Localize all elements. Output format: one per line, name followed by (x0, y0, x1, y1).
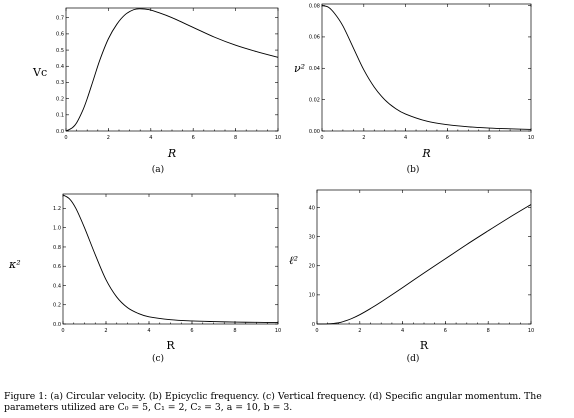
y-tick-label: 0 (312, 322, 315, 328)
y-tick-label: 0.7 (56, 16, 64, 22)
caption-line-1: Figure 1: (a) Circular velocity. (b) Epi… (4, 391, 542, 402)
y-tick-label: 0.4 (56, 64, 64, 70)
x-tick-label: 8 (233, 328, 236, 334)
plot-frame (321, 3, 532, 132)
x-axis-label: R (167, 147, 176, 160)
x-tick-label: 10 (528, 328, 534, 334)
series-line (65, 8, 279, 132)
subfigure-label-b: (b) (406, 165, 420, 175)
x-tick-label: 10 (275, 135, 281, 141)
x-tick-label: 6 (190, 328, 193, 334)
y-tick-label: 0.04 (309, 66, 320, 72)
plot-frame (62, 193, 279, 325)
y-tick-label: 0.06 (309, 35, 320, 41)
x-axis-label: R (166, 339, 175, 352)
y-tick-label: 0.6 (56, 32, 64, 38)
y-tick-label: 0.0 (53, 322, 61, 328)
x-tick-label: 2 (362, 135, 365, 141)
y-tick-label: 1.0 (53, 226, 61, 232)
plot-frame (65, 7, 279, 132)
y-tick-label: 40 (309, 205, 315, 211)
x-tick-label: 0 (320, 135, 323, 141)
series-line (321, 5, 532, 130)
y-tick-label: 1.2 (53, 206, 61, 212)
y-tick-label: 20 (309, 264, 315, 270)
y-axis-label: κ² (8, 258, 21, 271)
x-tick-label: 4 (404, 135, 407, 141)
subfigure-label-a: (a) (151, 165, 165, 175)
series-line (316, 204, 532, 325)
y-axis-label: ν² (294, 62, 305, 75)
x-tick-label: 8 (487, 328, 490, 334)
y-tick-label: 0.1 (56, 113, 64, 119)
y-tick-label: 0.08 (309, 3, 320, 9)
x-tick-label: 2 (107, 135, 110, 141)
y-axis-label: Vc (32, 66, 47, 79)
x-tick-label: 10 (275, 328, 281, 334)
x-axis-label: R (420, 339, 429, 352)
y-tick-label: 0.8 (53, 245, 61, 251)
subfigure-label-c: (c) (151, 354, 165, 364)
x-axis-label: R (421, 147, 430, 160)
y-tick-label: 0.3 (56, 80, 64, 86)
y-tick-label: 0.00 (309, 129, 320, 135)
caption-line-2: parameters utilized are C₀ = 5, C₁ = 2, … (4, 402, 293, 413)
y-tick-label: 0.6 (53, 264, 61, 270)
y-tick-label: 30 (309, 234, 315, 240)
chart-specific-angular-momentum: 0 2 4 6 8 10 0 10 20 30 40 ℓ² R (289, 189, 534, 352)
y-axis-label: ℓ² (289, 254, 298, 267)
x-tick-label: 0 (315, 328, 318, 334)
y-tick-label: 0.4 (53, 283, 61, 289)
y-tick-label: 0.02 (309, 97, 320, 103)
y-tick-label: 0.2 (53, 303, 61, 309)
x-tick-label: 8 (234, 135, 237, 141)
x-tick-label: 4 (147, 328, 150, 334)
x-tick-label: 6 (446, 135, 449, 141)
x-tick-label: 10 (528, 135, 534, 141)
x-tick-label: 4 (401, 328, 404, 334)
x-tick-label: 6 (192, 135, 195, 141)
chart-vertical-frequency: 0 2 4 6 8 10 0.0 0.2 0.4 0.6 0.8 1.0 1.2 κ² R (8, 193, 281, 352)
y-tick-label: 10 (309, 293, 315, 299)
x-tick-label: 6 (444, 328, 447, 334)
y-tick-label: 0.0 (56, 129, 64, 135)
x-tick-label: 2 (104, 328, 107, 334)
x-tick-label: 2 (358, 328, 361, 334)
x-tick-label: 4 (149, 135, 152, 141)
x-tick-label: 0 (64, 135, 67, 141)
y-tick-label: 0.5 (56, 48, 64, 54)
chart-epicyclic-frequency: 0 2 4 6 8 10 0.00 0.02 0.04 0.06 0.08 ν² R (294, 3, 534, 160)
chart-circular-velocity: 0 2 4 6 8 10 0.0 0.1 0.2 0.3 0.4 0.5 0.6 0.7 Vc R (32, 7, 281, 160)
subfigure-label-d: (d) (406, 354, 420, 364)
y-tick-label: 0.2 (56, 96, 64, 102)
plot-frame (316, 189, 532, 325)
x-tick-label: 8 (488, 135, 491, 141)
figure-caption: Figure 1: (a) Circular velocity. (b) Epi… (4, 391, 572, 413)
series-line (62, 194, 279, 324)
x-tick-label: 0 (61, 328, 64, 334)
